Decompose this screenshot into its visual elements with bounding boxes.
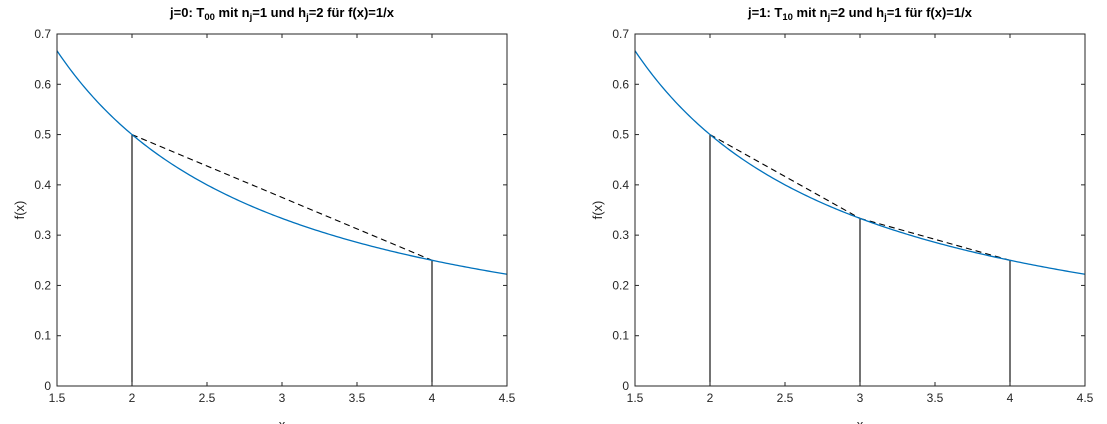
- chart-2-y-tick-label: 0.4: [612, 178, 629, 192]
- chart-1-y-tick-label: 0.1: [34, 329, 51, 343]
- chart-2-y-tick-label: 0: [622, 379, 629, 393]
- chart-1-y-tick-label: 0: [44, 379, 51, 393]
- chart-2-title: j=1: T10 mit nj=2 und hj=1 für f(x)=1/x: [747, 5, 973, 23]
- chart-2-y-tick-label: 0.2: [612, 278, 629, 292]
- chart-1-y-tick-label: 0.2: [34, 278, 51, 292]
- chart-2-x-tick-label: 4.5: [1077, 391, 1094, 405]
- chart-1-y-tick-label: 0.5: [34, 128, 51, 142]
- chart-1-function-curve: [56, 50, 508, 275]
- chart-1-plot-area: [57, 34, 507, 386]
- chart-1-x-tick-label: 4.5: [499, 391, 516, 405]
- chart-2-y-tick-label: 0.7: [612, 27, 629, 41]
- chart-1-y-tick-label: 0.3: [34, 228, 51, 242]
- chart-2-y-tick-label: 0.3: [612, 228, 629, 242]
- chart-1-trapezoid-segment: [131, 134, 433, 261]
- chart-2-x-tick-label: 3: [857, 391, 864, 405]
- chart-1-y-tick-label: 0.7: [34, 27, 51, 41]
- chart-1-x-tick-label: 2: [129, 391, 136, 405]
- chart-2-x-tick-label: 2.5: [777, 391, 794, 405]
- chart-1-y-tick-label: 0.6: [34, 77, 51, 91]
- chart-2-y-tick-label: 0.1: [612, 329, 629, 343]
- chart-1-title: j=0: T00 mit nj=1 und hj=2 für f(x)=1/x: [169, 5, 395, 23]
- chart-2-y-tick-label: 0.5: [612, 128, 629, 142]
- chart-2-x-tick-label: 4: [1007, 391, 1014, 405]
- chart-1-x-tick-label: 2.5: [199, 391, 216, 405]
- chart-1: j=0: T00 mit nj=1 und hj=2 für f(x)=1/x …: [12, 5, 516, 424]
- chart-1-x-tick-label: 4: [429, 391, 436, 405]
- chart-2-y-axis-label: f(x): [590, 201, 605, 220]
- chart-2-x-axis-label: x: [857, 417, 864, 424]
- chart-1-y-tick-label: 0.4: [34, 178, 51, 192]
- chart-2-trapezoid-segment: [859, 217, 1011, 261]
- chart-1-x-tick-label: 3.5: [349, 391, 366, 405]
- chart-2-function-curve: [634, 50, 1086, 275]
- chart-1-x-axis-label: x: [279, 417, 286, 424]
- chart-2-y-tick-label: 0.6: [612, 77, 629, 91]
- chart-1-y-axis-label: f(x): [12, 201, 27, 220]
- chart-2-x-tick-label: 3.5: [927, 391, 944, 405]
- chart-2: j=1: T10 mit nj=2 und hj=1 für f(x)=1/x …: [590, 5, 1094, 424]
- chart-2-x-tick-label: 1.5: [627, 391, 644, 405]
- chart-1-x-tick-label: 3: [279, 391, 286, 405]
- chart-1-x-tick-label: 1.5: [49, 391, 66, 405]
- chart-2-trapezoid-segment: [709, 134, 861, 219]
- chart-2-x-tick-label: 2: [707, 391, 714, 405]
